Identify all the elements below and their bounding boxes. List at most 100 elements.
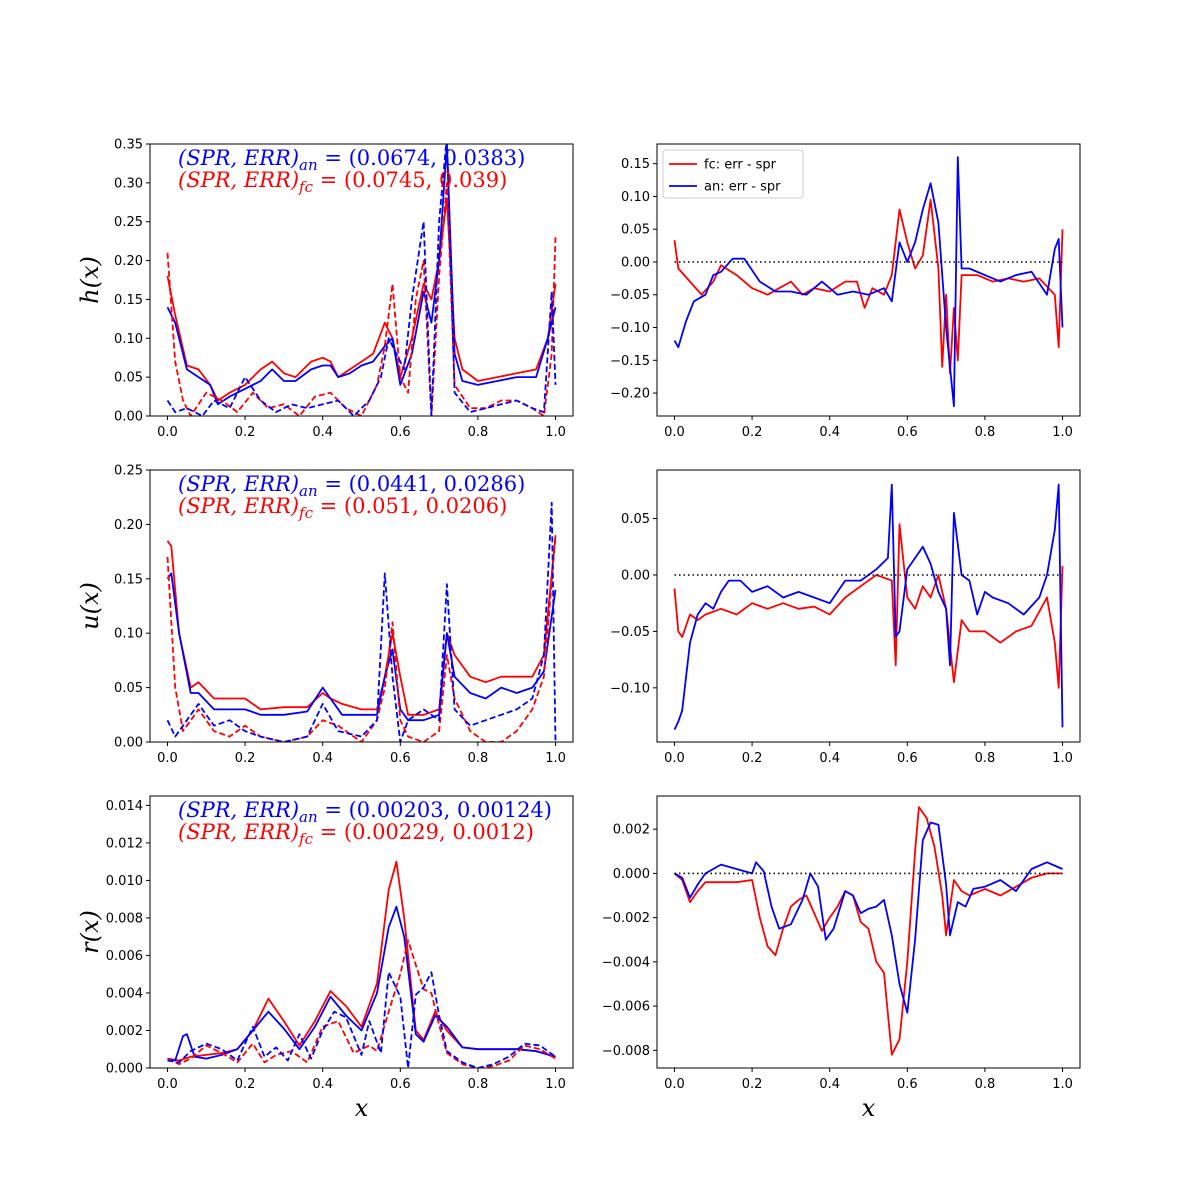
y-tick-label: −0.05	[610, 288, 650, 303]
legend: fc: err - spr an: err - spr	[662, 149, 804, 199]
series-group	[673, 483, 1064, 730]
x-tick-label: 0.2	[742, 1077, 763, 1092]
x-tick-label: 0.8	[975, 1077, 996, 1092]
y-tick-label: −0.006	[602, 1000, 650, 1015]
x-tick-label: 0.0	[157, 751, 178, 766]
axes-r-left: 0.0 0.2 0.4 0.6 0.8 1.0 0.000 0.002 0.004 0.006 0.…	[76, 795, 574, 1122]
x-tick-label: 0.2	[742, 425, 763, 440]
axes-frame	[149, 469, 574, 743]
y-tick-label: 0.10	[114, 332, 143, 347]
x-tick-label: 0.2	[742, 751, 763, 766]
x-tick-label: 0.2	[235, 751, 256, 766]
x-axis-label: x	[355, 1094, 369, 1122]
legend-box	[662, 149, 804, 199]
axes-u-right: 0.0 0.2 0.4 0.6 0.8 1.0 0.05 0.00 −0.05 −0.10	[610, 469, 1081, 766]
series-fc-solid	[673, 523, 1064, 689]
annotation-fc: (SPR, ERR)fc = (0.051, 0.0206)	[178, 494, 507, 522]
axes-frame	[656, 143, 1081, 417]
y-tick-label: 0.002	[613, 823, 650, 838]
x-tick-label: 0.2	[235, 1077, 256, 1092]
y-tick-label: 0.05	[114, 681, 143, 696]
y-tick-label: −0.05	[610, 625, 650, 640]
x-tick-label: 0.4	[312, 1077, 333, 1092]
y-tick-label: 0.012	[106, 836, 143, 851]
axes-u-left: 0.0 0.2 0.4 0.6 0.8 1.0 0.00 0.05 0.10 0.15 0.20 0.…	[76, 464, 574, 766]
y-tick-label: 0.000	[106, 1062, 143, 1077]
series-an-dashed	[167, 971, 557, 1068]
x-tick-label: 0.0	[664, 1077, 685, 1092]
y-tick-label: 0.25	[114, 464, 143, 479]
x-tick-label: 0.8	[468, 425, 489, 440]
annotation-an: (SPR, ERR)an = (0.0674, 0.0383)	[178, 146, 525, 174]
series-fc-dashed	[167, 939, 556, 1068]
x-tick-label: 1.0	[1052, 1077, 1073, 1092]
series-an-solid	[674, 821, 1063, 1014]
x-tick-label: 0.4	[312, 751, 333, 766]
y-axis-label: h(x)	[76, 256, 104, 304]
series-an-solid	[166, 572, 557, 722]
x-tick-label: 0.4	[312, 425, 333, 440]
series-an-solid	[673, 483, 1064, 730]
series-an-solid	[166, 144, 557, 406]
panels: 0.0 0.2 0.4 0.6 0.8 1.0 0.00 0.05 0.10 0.15 0.20 0.…	[76, 138, 1081, 1122]
axes-h-left: 0.0 0.2 0.4 0.6 0.8 1.0 0.00 0.05 0.10 0.15 0.20 0.…	[76, 138, 574, 440]
series-group	[166, 144, 557, 416]
x-tick-label: 0.2	[235, 425, 256, 440]
y-tick-label: −0.002	[602, 911, 650, 926]
x-tick-label: 0.8	[975, 751, 996, 766]
y-axis-label: r(x)	[76, 910, 104, 954]
x-axis-label: x	[862, 1094, 876, 1122]
annotation-an: (SPR, ERR)an = (0.0441, 0.0286)	[178, 472, 525, 500]
y-tick-label: 0.25	[114, 215, 143, 230]
legend-label: an: err - spr	[704, 180, 781, 195]
x-tick-label: 0.0	[664, 751, 685, 766]
x-tick-label: 0.8	[468, 751, 489, 766]
y-tick-label: 0.30	[114, 176, 143, 191]
series-an-dashed	[166, 144, 557, 416]
x-tick-label: 1.0	[1052, 425, 1073, 440]
series-fc-solid	[673, 806, 1063, 1056]
x-tick-label: 0.0	[157, 425, 178, 440]
x-tick-label: 0.8	[975, 425, 996, 440]
y-tick-label: 0.006	[106, 949, 143, 964]
x-tick-label: 0.6	[390, 751, 411, 766]
y-tick-label: −0.15	[610, 354, 650, 369]
annotation-fc: (SPR, ERR)fc = (0.0745, 0.039)	[178, 168, 507, 196]
y-tick-label: 0.010	[106, 874, 143, 889]
y-tick-label: 0.004	[106, 986, 143, 1001]
y-axis-label: u(x)	[76, 582, 104, 630]
series-fc-dashed	[166, 535, 557, 742]
axes-r-right: 0.0 0.2 0.4 0.6 0.8 1.0 0.002 0.000 −0.002 −0.004…	[602, 795, 1081, 1122]
series-group	[673, 806, 1063, 1056]
y-tick-label: 0.000	[613, 867, 650, 882]
y-tick-label: 0.15	[114, 572, 143, 587]
y-tick-label: 0.05	[621, 512, 650, 527]
x-tick-label: 1.0	[545, 425, 566, 440]
y-tick-label: 0.10	[114, 627, 143, 642]
x-tick-label: 0.6	[390, 1077, 411, 1092]
axes-frame	[149, 143, 574, 417]
series-group	[166, 501, 557, 742]
y-tick-label: 0.35	[114, 138, 143, 153]
x-tick-label: 0.6	[897, 1077, 918, 1092]
x-tick-label: 0.0	[157, 1077, 178, 1092]
x-tick-label: 0.6	[390, 425, 411, 440]
y-tick-label: 0.00	[621, 568, 650, 583]
x-tick-label: 1.0	[545, 751, 566, 766]
y-tick-label: 0.15	[621, 157, 650, 172]
y-tick-label: 0.20	[114, 518, 143, 533]
x-tick-label: 0.8	[468, 1077, 489, 1092]
y-tick-label: 0.15	[114, 293, 143, 308]
series-group	[673, 156, 1064, 408]
y-tick-label: 0.008	[106, 911, 143, 926]
y-tick-label: 0.10	[621, 190, 650, 205]
series-an-dashed	[166, 501, 557, 742]
y-tick-label: −0.10	[610, 681, 650, 696]
y-tick-label: 0.00	[114, 410, 143, 425]
axes-frame	[656, 469, 1081, 743]
y-tick-label: 0.05	[621, 223, 650, 238]
annotation-an: (SPR, ERR)an = (0.00203, 0.00124)	[178, 798, 552, 826]
y-tick-label: −0.20	[610, 387, 650, 402]
x-tick-label: 0.6	[897, 425, 918, 440]
